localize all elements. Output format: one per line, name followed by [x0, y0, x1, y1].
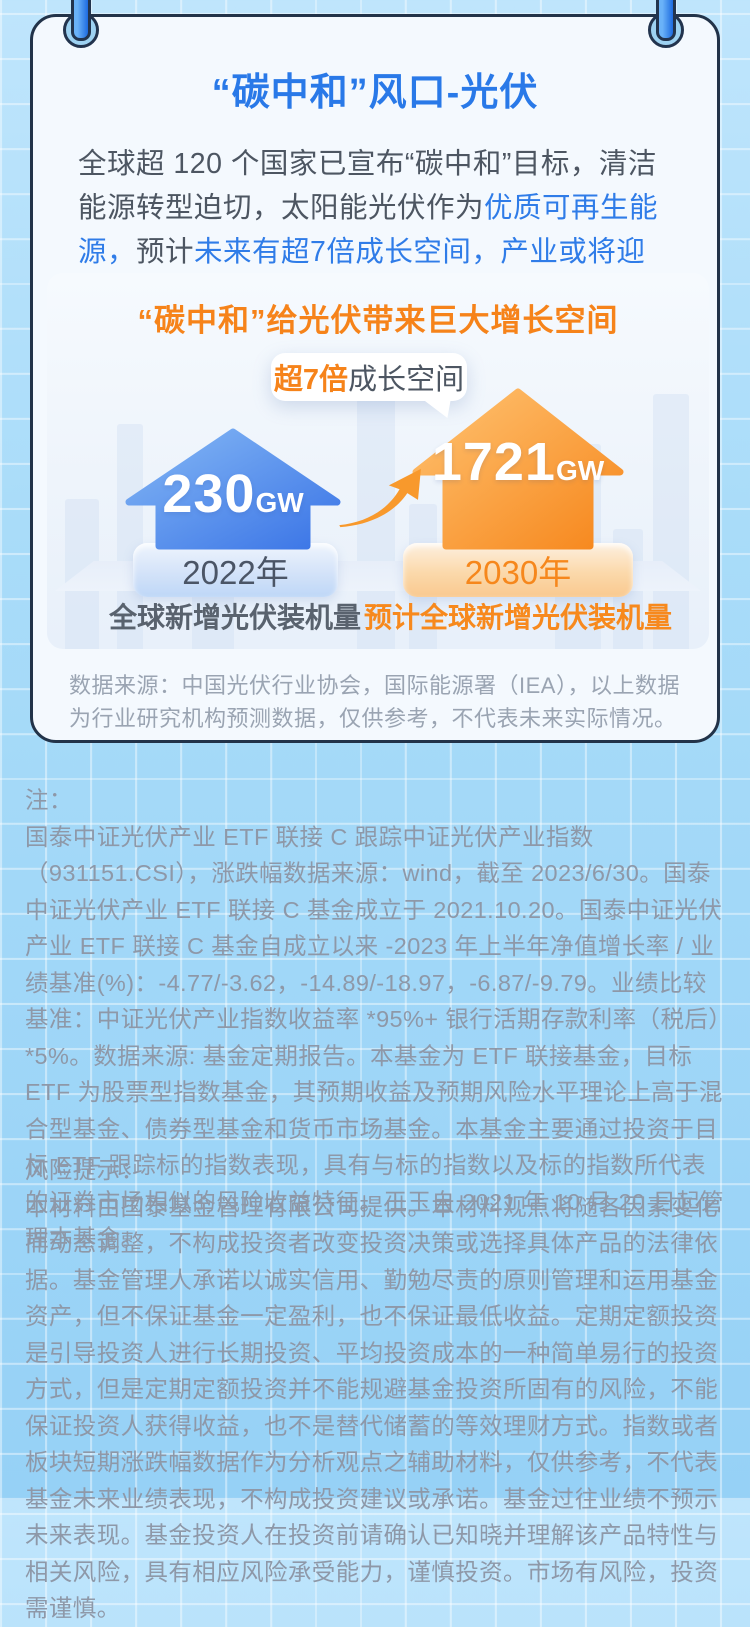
page-background: { "card": { "title": "“碳中和”风口-光伏", "intr… [0, 0, 750, 1500]
growth-swoosh-arrow-icon [339, 468, 421, 528]
risk-heading: 风险提示： [25, 1157, 145, 1183]
intro-text: 全球超 120 个国家已宣布“碳中和”目标，清洁能源转型迫切，太阳能光伏作为 [78, 148, 657, 224]
intro-paragraph: 全球超 120 个国家已宣布“碳中和”目标，清洁能源转型迫切，太阳能光伏作为优质… [78, 142, 672, 318]
pin-rod-icon [71, 0, 91, 41]
chart-panel: “碳中和”给光伏带来巨大增长空间 超7倍 成长空间 230GW [47, 273, 709, 649]
page-title: “碳中和”风口-光伏 [211, 72, 539, 114]
pedestal-2022: 2022年 [133, 543, 338, 597]
intro-highlight: 优质可再生能源， [78, 192, 659, 268]
hanging-card: “碳中和”风口-光伏 全球超 120 个国家已宣布“碳中和”目标，清洁能源转型迫… [30, 14, 720, 743]
chart-title: “碳中和”给光伏带来巨大增长空间 [137, 303, 619, 338]
skyline-bar [117, 424, 143, 649]
risk-body: 本材料由国泰基金管理有限公司提供。本材料观点将随各因素变化而动态调整，不构成投资… [25, 1193, 719, 1622]
intro-text: 预计 [136, 236, 195, 268]
risk-section: 风险提示： 本材料由国泰基金管理有限公司提供。本材料观点将随各因素变化而动态调整… [25, 1152, 725, 1627]
value-number: 230 [162, 464, 256, 524]
value-number: 1721 [431, 432, 556, 492]
up-arrow-blue-icon [125, 428, 341, 550]
growth-annotation-bubble: 超7倍 成长空间 [271, 353, 467, 401]
value-2030: 1721GW [408, 431, 628, 493]
notes-section: 注： 国泰中证光伏产业 ETF 联接 C 跟踪中证光伏产业指数（931151.C… [25, 782, 725, 1257]
binder-pin-right [648, 0, 686, 62]
up-arrow-orange-icon [412, 388, 624, 550]
value-unit: GW [255, 487, 304, 518]
pin-rod-icon [656, 0, 676, 41]
notes-heading: 注： [25, 787, 73, 813]
series-label-2030: 预计全球新增光伏装机量 [363, 602, 672, 633]
notes-body: 国泰中证光伏产业 ETF 联接 C 跟踪中证光伏产业指数（931151.CSI）… [25, 823, 725, 1252]
data-source-note: 数据来源：中国光伏行业协会，国际能源署（IEA），以上数据为行业研究机构预测数据… [69, 673, 680, 731]
binder-pin-left [63, 0, 101, 62]
annotation-rest: 成长空间 [348, 364, 465, 396]
series-label-2022: 全球新增光伏装机量 [108, 602, 361, 633]
value-2022: 230GW [121, 463, 345, 525]
value-unit: GW [555, 455, 605, 486]
skyline-bar [653, 394, 689, 649]
pedestal-2030: 2030年 [403, 543, 633, 597]
annotation-highlight: 超7倍 [273, 364, 349, 396]
